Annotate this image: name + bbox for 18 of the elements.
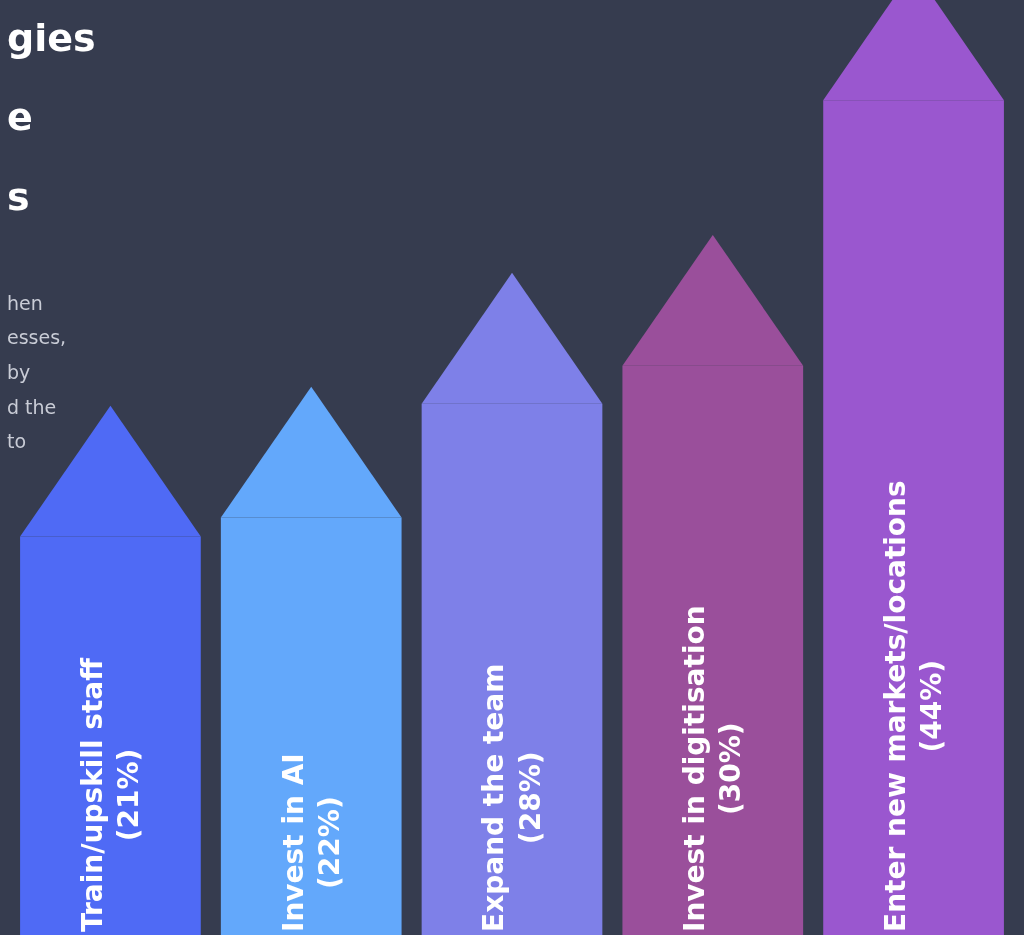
- data-label: (28%): [513, 751, 547, 845]
- data-label: (30%): [714, 722, 748, 815]
- annotation: by: [7, 361, 31, 383]
- x-tick-label: Invest in digitisation: [678, 605, 712, 932]
- annotation: esses,: [7, 326, 67, 348]
- annotation: e: [7, 95, 33, 139]
- data-label: (44%): [915, 659, 949, 753]
- annotation: s: [7, 175, 30, 219]
- x-tick-label: Invest in AI: [276, 753, 310, 932]
- x-tick-label: Train/upskill staff: [75, 657, 109, 932]
- data-label: (21%): [112, 748, 146, 842]
- text: gies: [7, 16, 96, 60]
- data-label: (22%): [312, 796, 346, 889]
- x-tick-label: Enter new markets/locations: [878, 480, 912, 932]
- x-tick-label: Expand the team: [477, 663, 511, 932]
- annotation: d the: [7, 396, 57, 418]
- annotation: to: [7, 430, 27, 452]
- annotation: hen: [7, 292, 43, 314]
